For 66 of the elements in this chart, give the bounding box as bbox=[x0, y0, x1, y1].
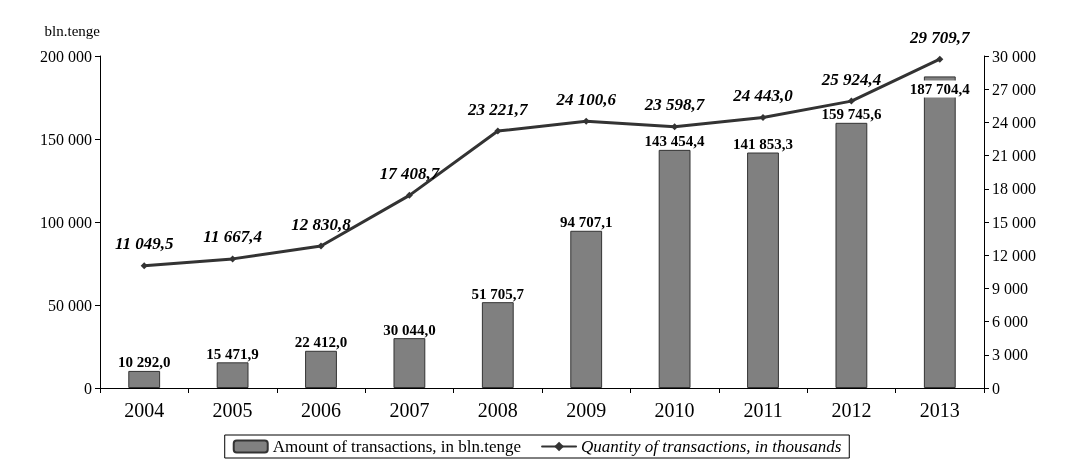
point bbox=[936, 55, 944, 63]
data-label: 25 924,4 bbox=[820, 69, 882, 89]
x-tick-label: 2011 bbox=[743, 399, 783, 421]
point bbox=[405, 191, 413, 199]
x-tick-label: 2007 bbox=[389, 399, 430, 421]
data-label: 11 049,5 bbox=[114, 234, 174, 254]
y2-tick-label: 6 000 bbox=[992, 313, 1028, 331]
y2-tick-label: 9 000 bbox=[992, 279, 1028, 297]
y2-tick-label: 15 000 bbox=[992, 213, 1036, 231]
bar bbox=[747, 152, 779, 388]
y2-tick-label: 0 bbox=[992, 379, 1000, 397]
data-label: 22 412,0 bbox=[294, 334, 348, 351]
data-label: 24 100,6 bbox=[555, 89, 617, 109]
bar bbox=[658, 149, 691, 388]
x-tick-label: 2009 bbox=[566, 399, 607, 421]
x-tick-label: 2008 bbox=[477, 399, 518, 421]
y-tick-label: 50 000 bbox=[48, 296, 92, 314]
y2-tick-label: 3 000 bbox=[992, 346, 1028, 364]
data-label: 10 292,0 bbox=[117, 354, 171, 371]
point bbox=[140, 262, 148, 270]
data-label: 15 471,9 bbox=[206, 345, 259, 362]
legend-label: Amount of transactions, in bln.tenge bbox=[272, 437, 522, 456]
x-tick-label: 2012 bbox=[831, 399, 872, 421]
data-label: 30 044,0 bbox=[383, 321, 436, 338]
point bbox=[847, 97, 855, 105]
data-label: 12 830,8 bbox=[291, 214, 352, 234]
x-tick-label: 2010 bbox=[654, 399, 695, 421]
y2-tick-label: 30 000 bbox=[992, 47, 1036, 65]
data-label: 29 709,7 bbox=[909, 27, 972, 47]
bar bbox=[128, 370, 161, 388]
point bbox=[759, 114, 767, 121]
point bbox=[229, 255, 237, 263]
x-tick-label: 2004 bbox=[124, 399, 165, 421]
x-tick-label: 2013 bbox=[919, 399, 960, 421]
y-axis-title: bln.tenge bbox=[44, 22, 101, 39]
data-label: 143 454,4 bbox=[644, 133, 706, 150]
y2-tick-label: 21 000 bbox=[992, 147, 1036, 165]
bar bbox=[835, 122, 868, 388]
data-label: 23 221,7 bbox=[467, 99, 530, 119]
y-tick-label: 200 000 bbox=[40, 47, 92, 65]
bar bbox=[481, 302, 514, 388]
data-label: 141 853,3 bbox=[733, 136, 793, 153]
bar bbox=[216, 362, 249, 388]
data-label: 11 667,4 bbox=[203, 227, 262, 247]
bar bbox=[305, 350, 337, 388]
y2-tick-label: 27 000 bbox=[992, 80, 1036, 98]
y-tick-label: 100 000 bbox=[40, 213, 92, 231]
data-label: 17 408,7 bbox=[379, 163, 441, 183]
data-label: 94 707,1 bbox=[559, 214, 613, 231]
bar bbox=[570, 230, 603, 388]
point bbox=[317, 242, 325, 250]
data-label: 51 705,7 bbox=[471, 285, 525, 302]
y2-tick-label: 18 000 bbox=[992, 180, 1036, 198]
x-tick-label: 2006 bbox=[301, 399, 341, 421]
y-tick-label: 0 bbox=[84, 379, 92, 397]
x-tick-label: 2005 bbox=[212, 399, 253, 421]
data-label: 187 704,4 bbox=[909, 80, 971, 97]
data-label: 159 745,6 bbox=[821, 106, 882, 123]
y-tick-label: 150 000 bbox=[40, 130, 92, 148]
bar bbox=[393, 338, 426, 388]
point bbox=[494, 127, 502, 135]
data-label: 24 443,0 bbox=[732, 86, 794, 105]
legend-label: Quantity of transactions, in thousands bbox=[581, 437, 842, 456]
y2-tick-label: 12 000 bbox=[992, 246, 1036, 264]
data-label: 23 598,7 bbox=[643, 95, 706, 115]
y2-tick-label: 24 000 bbox=[992, 113, 1036, 131]
